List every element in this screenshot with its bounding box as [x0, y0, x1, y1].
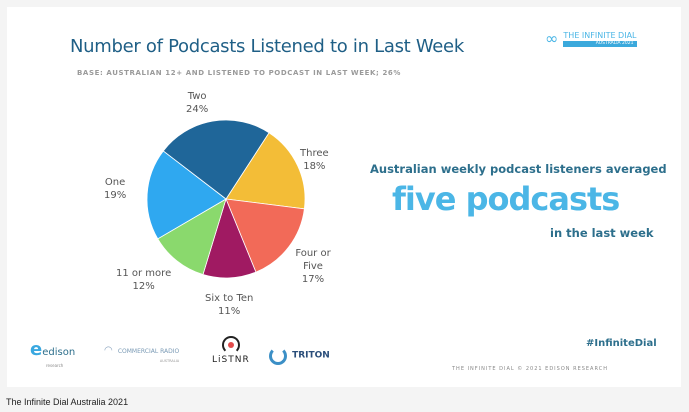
logo-sub: AUSTRALIA 2021: [563, 40, 637, 47]
chart-title: Number of Podcasts Listened to in Last W…: [70, 36, 464, 57]
label-two: Two 24%: [186, 91, 209, 115]
pie-slice-one: [146, 150, 227, 240]
logo-main: THE INFINITE DIAL: [563, 30, 637, 40]
callout-line2: in the last week: [550, 226, 654, 240]
edison-logo: eedison research: [30, 340, 75, 369]
listnr-text: LiSTNR: [212, 355, 250, 365]
copyright: THE INFINITE DIAL © 2021 EDISON RESEARCH: [452, 366, 608, 372]
edison-research-text: research: [46, 363, 64, 368]
infinite-dial-logo: ∞ THE INFINITE DIAL AUSTRALIA 2021: [545, 28, 637, 48]
chart-subtitle: BASE: AUSTRALIAN 12+ AND LISTENED TO POD…: [77, 69, 402, 77]
label-three: Three 18%: [300, 148, 329, 172]
listnr-logo: LiSTNR: [212, 336, 250, 366]
label-four-or-five: Four or Five 17%: [295, 248, 331, 285]
hashtag: #InfiniteDial: [586, 338, 657, 349]
commercial-radio-logo: ◠ COMMERCIAL RADIO AUSTRALIA: [104, 342, 179, 364]
label-six-to-ten: Six to Ten 11%: [205, 293, 254, 317]
label-one: One 19%: [104, 177, 127, 201]
callout-line1: Australian weekly podcast listeners aver…: [370, 162, 667, 176]
edison-e-icon: e: [30, 339, 43, 360]
label-11-or-more: 11 or more 12%: [116, 268, 172, 292]
triton-text: TRITON: [292, 350, 330, 361]
commercial-radio-text: COMMERCIAL RADIO: [117, 348, 180, 355]
callout-highlight: five podcasts: [392, 180, 620, 218]
listnr-icon: [221, 336, 240, 354]
edison-wordmark: edison: [42, 347, 76, 358]
slide: [7, 7, 681, 387]
triton-icon: [269, 346, 287, 365]
caption: The Infinite Dial Australia 2021: [6, 397, 129, 407]
pie-slice-two: [162, 119, 270, 200]
pie-slice-four-or-five: [225, 198, 305, 273]
wave-icon: ◠: [104, 345, 113, 356]
triton-logo: TRITON: [269, 345, 330, 365]
infinity-icon: ∞: [545, 29, 559, 48]
australia-text: AUSTRALIA: [159, 359, 180, 363]
pie-slice-three: [225, 132, 306, 210]
